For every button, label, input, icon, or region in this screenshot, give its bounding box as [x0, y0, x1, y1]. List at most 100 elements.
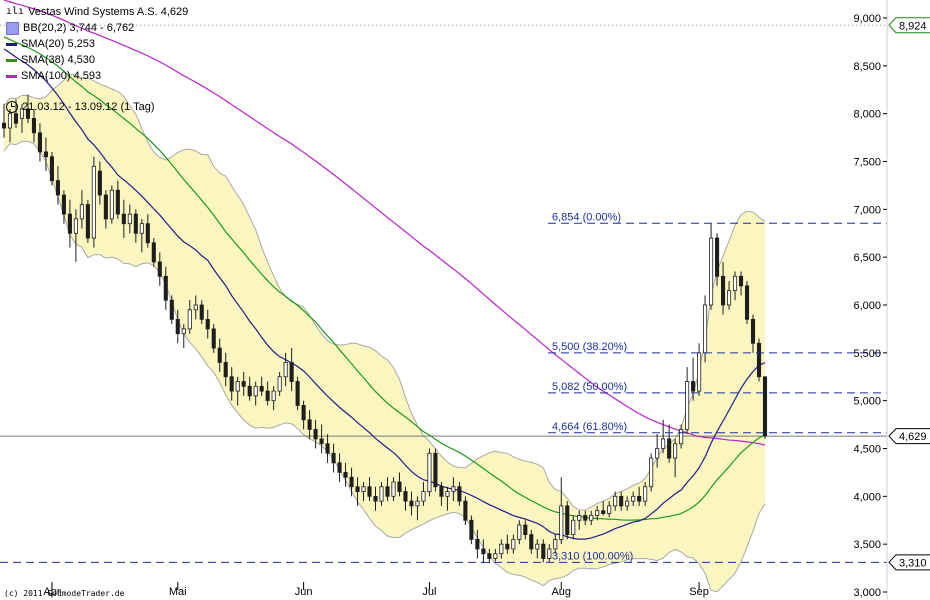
candle-body-down	[403, 491, 408, 502]
y-tick-label: 5,000	[853, 396, 881, 408]
candle-body-up	[7, 113, 13, 129]
candle	[175, 309, 180, 344]
candle-body-up	[253, 385, 258, 397]
candle-body-down	[505, 543, 510, 550]
candle-body-up	[631, 495, 636, 502]
candle-body-up	[673, 443, 678, 459]
candle	[331, 443, 336, 473]
candle-body-down	[343, 472, 348, 478]
candle	[661, 419, 666, 454]
candle	[253, 381, 258, 406]
x-tick-label: Jun	[295, 586, 313, 598]
fib-label: 4,664 (61.80%)	[552, 421, 627, 433]
x-tick-label: Mai	[169, 586, 187, 598]
candle	[37, 123, 43, 162]
candle-body-up	[709, 237, 714, 306]
x-tick-label: Aug	[551, 586, 571, 598]
candle-body-up	[547, 548, 552, 559]
low-price-tag-label: 3,310	[899, 557, 927, 569]
candle	[25, 94, 31, 124]
candle	[55, 166, 60, 205]
candle	[463, 496, 468, 526]
candle	[697, 343, 702, 396]
candle	[325, 434, 330, 463]
candle-body-down	[523, 524, 528, 535]
candle	[744, 281, 750, 325]
candle-body-up	[517, 524, 522, 540]
bollinger-lower-line	[3, 140, 766, 593]
candle-body-up	[127, 213, 132, 225]
candle-body-up	[559, 505, 564, 540]
legend: ılı Vestas Wind Systems A.S. 4,629 BB(20…	[6, 4, 188, 84]
candle-body-down	[199, 304, 204, 320]
legend-swatch-bb	[6, 21, 19, 35]
sma38-line	[3, 36, 766, 521]
candle-body-down	[397, 481, 402, 492]
candle-body-down	[715, 237, 720, 277]
candle-body-down	[481, 548, 486, 555]
candle-body-down	[295, 381, 300, 406]
candle-body-up	[553, 538, 558, 550]
candle-body-down	[457, 486, 462, 502]
candle	[577, 510, 582, 530]
candle-body-down	[157, 261, 162, 277]
y-tick-label: 4,500	[853, 444, 881, 456]
candle-body-up	[391, 481, 396, 497]
candle-body-down	[49, 156, 54, 182]
candle	[79, 190, 84, 229]
candle	[85, 199, 90, 243]
candle-body-down	[463, 500, 468, 521]
y-tick-label: 8,500	[853, 61, 881, 73]
candle	[139, 218, 144, 253]
candle	[601, 501, 606, 516]
y-tick-label: 7,500	[853, 157, 881, 169]
candle	[127, 204, 132, 234]
candle-body-up	[577, 515, 582, 521]
candle-body-up	[679, 428, 684, 445]
current-price-tag-label: 4,629	[899, 431, 927, 443]
candle	[445, 486, 450, 511]
candle	[91, 156, 96, 248]
fib-label: 5,500 (38.20%)	[552, 341, 627, 353]
candle	[229, 367, 234, 401]
sma20-line	[3, 48, 766, 540]
candle	[241, 371, 246, 396]
candle-body-down	[163, 275, 168, 301]
legend-label-sma20: SMA(20) 5,253	[21, 38, 95, 50]
candle	[1, 104, 7, 138]
x-tick-label: Apr	[43, 586, 60, 598]
candle-body-up	[625, 500, 630, 507]
candle-body-up	[703, 304, 708, 354]
candle	[193, 295, 198, 320]
candle	[523, 520, 528, 540]
candle	[355, 477, 360, 506]
candles	[1, 94, 768, 564]
candle-body-up	[451, 486, 456, 492]
candle	[589, 510, 594, 526]
candle-body-up	[283, 361, 288, 378]
candle	[439, 481, 444, 506]
candle	[595, 505, 600, 521]
candle-body-up	[535, 543, 540, 550]
candle	[289, 348, 294, 392]
candle-body-down	[229, 376, 234, 392]
candle	[481, 539, 486, 564]
candle-body-down	[31, 118, 37, 134]
candle	[307, 410, 312, 439]
candle	[97, 161, 102, 205]
candle-body-down	[85, 204, 90, 239]
legend-label-sma38: SMA(38) 4,530	[21, 54, 95, 66]
candle-body-down	[247, 385, 252, 397]
candle	[571, 515, 576, 540]
candle-body-down	[151, 242, 156, 263]
candle-body-down	[319, 438, 324, 445]
candle	[109, 185, 114, 224]
grid	[0, 24, 887, 437]
candle-body-down	[433, 452, 438, 488]
candle	[619, 491, 624, 511]
candle	[637, 486, 642, 506]
candle-body-down	[211, 328, 216, 349]
candle	[433, 448, 438, 492]
candle-body-down	[97, 170, 102, 196]
